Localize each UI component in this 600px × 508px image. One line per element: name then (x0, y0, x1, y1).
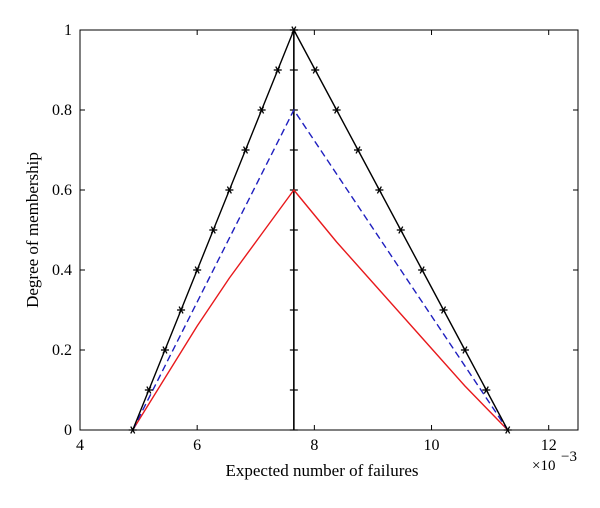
series-group (128, 26, 512, 434)
series-marker-point (482, 386, 491, 394)
marker-stroke (376, 186, 382, 194)
y-tick-label: 0.2 (52, 342, 72, 359)
marker-stroke (334, 106, 340, 114)
axis-ticks (79, 29, 578, 431)
x-tick-label: 4 (76, 437, 84, 454)
y-tick-label: 0.8 (52, 102, 72, 119)
series-marker-point (289, 26, 298, 34)
series-marker-point (128, 426, 137, 434)
series-marker-point (225, 186, 234, 194)
x-scale-multiplier: ×10 (532, 458, 555, 474)
series-marker-point (193, 266, 202, 274)
series-marker-point (257, 106, 266, 114)
x-tick-label: 12 (541, 437, 557, 454)
x-tick-label: 6 (193, 437, 201, 454)
series-marker-point (375, 186, 384, 194)
marker-stroke (419, 266, 425, 274)
series-marker-point (418, 266, 427, 274)
marker-stroke (275, 66, 281, 74)
series-marker-point (439, 306, 448, 314)
series-marker-point (460, 346, 469, 354)
series-marker-point (503, 426, 512, 434)
series-marker-point (160, 346, 169, 354)
series-marker-point (273, 66, 282, 74)
x-scale-exponent: −3 (561, 449, 577, 465)
series-marker-point (311, 66, 320, 74)
marker-stroke (440, 306, 447, 314)
series-line-1 (132, 109, 509, 431)
series-line-2 (132, 189, 509, 431)
series-marker-point (332, 106, 341, 114)
series-marker-point (241, 146, 250, 154)
y-tick-label: 0 (64, 422, 72, 439)
x-tick-label: 8 (310, 437, 318, 454)
marker-stroke (162, 346, 168, 354)
marker-stroke (194, 266, 200, 274)
marker-stroke (242, 146, 249, 154)
y-axis-label: Degree of membership (23, 152, 42, 308)
marker-stroke (462, 346, 468, 354)
marker-stroke (226, 186, 232, 194)
x-axis-label: Expected number of failures (225, 461, 418, 480)
marker-stroke (130, 426, 136, 434)
y-tick-label: 0.4 (52, 262, 72, 279)
marker-stroke (259, 106, 265, 114)
series-marker-point (177, 306, 186, 314)
axis-tick-labels: 4 6 8 10 12 0 0.2 0.4 0.6 0.8 1 (52, 22, 557, 454)
y-tick-label: 1 (64, 22, 72, 39)
series-marker-point (396, 226, 405, 234)
marker-stroke (398, 226, 404, 234)
marker-stroke (146, 386, 152, 394)
y-tick-label: 0.6 (52, 182, 72, 199)
plot-area (79, 29, 579, 431)
marker-stroke (483, 386, 489, 394)
x-tick-label: 10 (424, 437, 440, 454)
marker-stroke (355, 146, 361, 154)
marker-stroke (505, 426, 511, 434)
marker-stroke (210, 226, 216, 234)
series-marker-point (354, 146, 363, 154)
series-marker-point (209, 226, 218, 234)
marker-stroke (312, 66, 318, 74)
marker-stroke (178, 306, 184, 314)
series-marker-point (144, 386, 153, 394)
marker-stroke (291, 26, 297, 34)
